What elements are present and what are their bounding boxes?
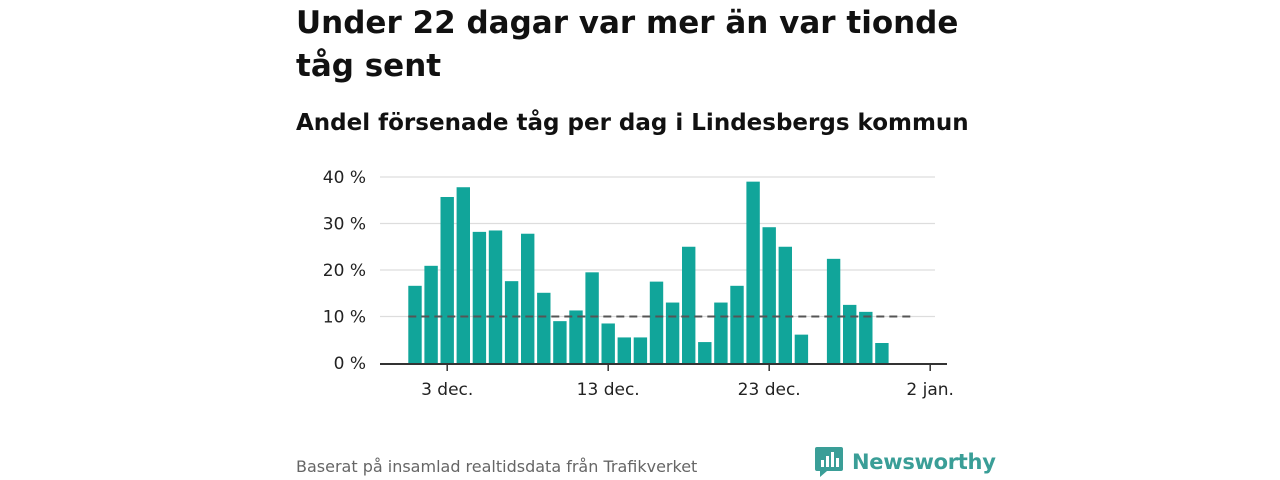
axes bbox=[380, 363, 947, 371]
bar bbox=[585, 272, 599, 363]
bar bbox=[553, 321, 567, 363]
bar bbox=[778, 246, 792, 363]
source-note: Baserat på insamlad realtidsdata från Tr… bbox=[296, 457, 698, 476]
y-tick-label: 0 % bbox=[334, 354, 366, 374]
bar bbox=[649, 281, 664, 363]
bar bbox=[488, 230, 503, 363]
y-tick-label: 10 % bbox=[323, 308, 366, 328]
bar bbox=[746, 181, 760, 363]
bar bbox=[569, 310, 583, 363]
brand-name: Newsworthy bbox=[852, 450, 996, 474]
x-tick-label: 2 jan. bbox=[906, 380, 954, 400]
bars bbox=[408, 181, 889, 363]
x-tick-label: 23 dec. bbox=[738, 380, 801, 400]
bar bbox=[794, 334, 809, 363]
x-tick-label: 13 dec. bbox=[577, 380, 640, 400]
bar bbox=[456, 187, 470, 363]
y-tick-label: 40 % bbox=[323, 168, 366, 188]
bar bbox=[504, 281, 519, 363]
bar bbox=[408, 285, 422, 363]
bar bbox=[859, 311, 873, 363]
bar bbox=[601, 323, 615, 363]
bar bbox=[730, 285, 744, 363]
chart-subtitle: Andel försenade tåg per dag i Lindesberg… bbox=[296, 110, 969, 136]
bar bbox=[440, 196, 454, 363]
chart-title: Under 22 dagar var mer än var tionde tåg… bbox=[296, 5, 959, 84]
bar bbox=[424, 265, 438, 363]
bar bbox=[875, 343, 889, 363]
tick-labels: 0 % 10 % 20 % 30 % 40 % 3 dec. 13 dec. 23 dec. 2… bbox=[323, 168, 954, 400]
x-tick-label: 3 dec. bbox=[421, 380, 473, 400]
bar bbox=[665, 302, 680, 363]
bar bbox=[826, 258, 841, 363]
y-tick-label: 20 % bbox=[323, 261, 366, 281]
bar bbox=[537, 292, 551, 363]
bar bbox=[682, 246, 696, 363]
bar bbox=[698, 342, 712, 363]
newsworthy-logo-icon bbox=[815, 447, 843, 477]
brand: Newsworthy bbox=[814, 446, 996, 478]
bar bbox=[633, 337, 648, 363]
bar bbox=[843, 304, 857, 363]
bar bbox=[714, 302, 728, 363]
y-tick-label: 30 % bbox=[323, 215, 366, 235]
bar bbox=[762, 227, 776, 363]
bar bbox=[617, 337, 631, 363]
bar bbox=[472, 231, 487, 363]
bar bbox=[521, 233, 535, 363]
